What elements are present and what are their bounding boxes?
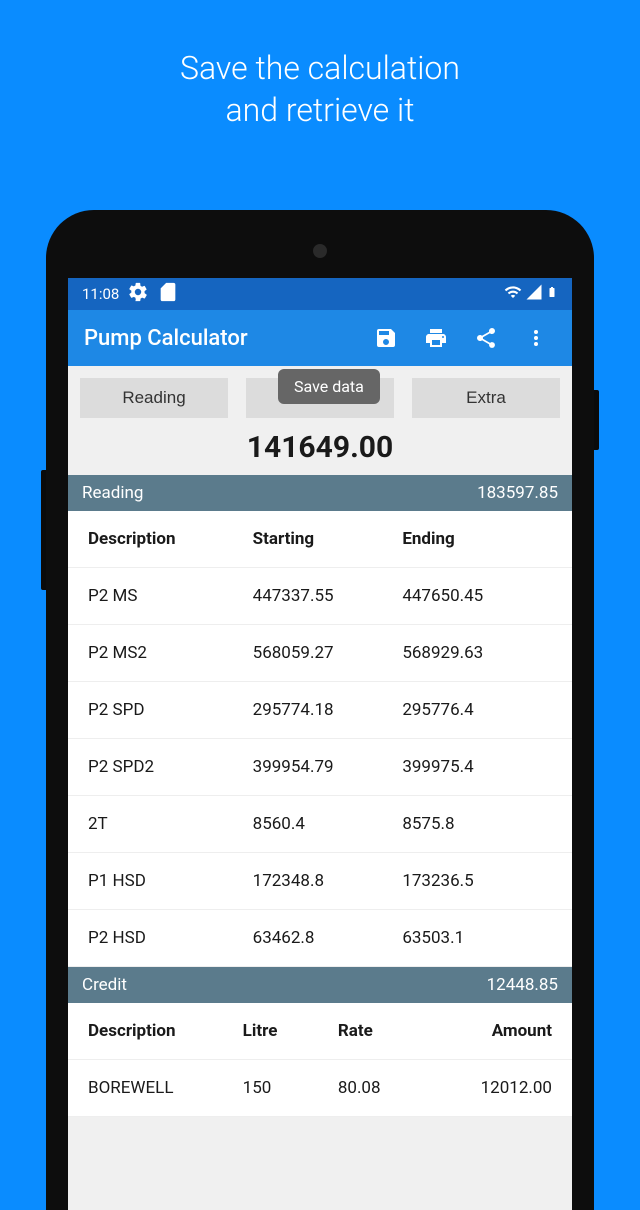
phone-frame: 11:08 Pump Calcul — [46, 210, 594, 1210]
tab-reading[interactable]: Reading — [80, 378, 228, 418]
app-bar: Pump Calculator — [68, 310, 572, 366]
cell-desc: 2T — [88, 814, 253, 834]
table-row[interactable]: 2T8560.48575.8 — [68, 796, 572, 853]
sd-card-icon — [157, 281, 179, 307]
cell-end: 295776.4 — [402, 700, 552, 720]
cell-start: 295774.18 — [253, 700, 403, 720]
table-row[interactable]: P2 SPD2399954.79399975.4 — [68, 739, 572, 796]
cell-start: 447337.55 — [253, 586, 403, 606]
cell-start: 8560.4 — [253, 814, 403, 834]
battery-icon — [546, 283, 558, 305]
wifi-icon — [504, 283, 522, 305]
col-credit-amount: Amount — [433, 1021, 552, 1041]
promo-line-2: and retrieve it — [0, 90, 640, 132]
section-total-credit: 12448.85 — [487, 975, 558, 995]
col-credit-litre: Litre — [243, 1021, 338, 1041]
save-icon[interactable] — [366, 318, 406, 358]
cell-end: 8575.8 — [402, 814, 552, 834]
col-credit-desc: Description — [88, 1021, 243, 1041]
table-row[interactable]: P1 HSD172348.8173236.5 — [68, 853, 572, 910]
reading-rows-container: P2 MS447337.55447650.45P2 MS2568059.2756… — [68, 568, 572, 967]
table-row[interactable]: P2 SPD295774.18295776.4 — [68, 682, 572, 739]
more-icon[interactable] — [516, 318, 556, 358]
status-time: 11:08 — [82, 285, 119, 303]
save-tooltip: Save data — [278, 369, 380, 404]
cell-end: 568929.63 — [402, 643, 552, 663]
table-row[interactable]: P2 MS447337.55447650.45 — [68, 568, 572, 625]
tabs-row: Reading Credit Extra Save data — [68, 366, 572, 426]
table-row[interactable]: P2 HSD63462.863503.1 — [68, 910, 572, 967]
table-row[interactable]: P2 MS2568059.27568929.63 — [68, 625, 572, 682]
print-icon[interactable] — [416, 318, 456, 358]
share-icon[interactable] — [466, 318, 506, 358]
cell-end: 447650.45 — [402, 586, 552, 606]
col-credit-rate: Rate — [338, 1021, 433, 1041]
phone-side-button-right — [594, 390, 599, 450]
section-header-reading: Reading 183597.85 — [68, 475, 572, 511]
credit-table-header: Description Litre Rate Amount — [68, 1003, 572, 1060]
phone-side-button-left — [41, 470, 46, 590]
cell-end: 173236.5 — [402, 871, 552, 891]
cell-desc: P2 SPD — [88, 700, 253, 720]
cell-credit-amount: 12012.00 — [433, 1078, 552, 1098]
section-title-credit: Credit — [82, 975, 127, 995]
cell-end: 399975.4 — [402, 757, 552, 777]
credit-rows-container: BOREWELL15080.0812012.00 — [68, 1060, 572, 1117]
section-header-credit: Credit 12448.85 — [68, 967, 572, 1003]
cell-start: 399954.79 — [253, 757, 403, 777]
cell-desc: P2 SPD2 — [88, 757, 253, 777]
cell-credit-desc: BOREWELL — [88, 1078, 243, 1098]
signal-icon — [525, 283, 543, 305]
cell-desc: P1 HSD — [88, 871, 253, 891]
promo-line-1: Save the calculation — [0, 48, 640, 90]
col-end: Ending — [402, 529, 552, 549]
cell-start: 568059.27 — [253, 643, 403, 663]
cell-start: 172348.8 — [253, 871, 403, 891]
cell-credit-litre: 150 — [243, 1078, 338, 1098]
status-bar: 11:08 — [68, 278, 572, 310]
section-total-reading: 183597.85 — [477, 483, 558, 503]
col-start: Starting — [253, 529, 403, 549]
cell-end: 63503.1 — [402, 928, 552, 948]
promo-heading: Save the calculation and retrieve it — [0, 0, 640, 131]
cell-credit-rate: 80.08 — [338, 1078, 433, 1098]
col-desc: Description — [88, 529, 253, 549]
app-screen: 11:08 Pump Calcul — [68, 278, 572, 1210]
gear-icon — [127, 281, 149, 307]
app-title: Pump Calculator — [84, 326, 356, 351]
cell-desc: P2 HSD — [88, 928, 253, 948]
tab-extra[interactable]: Extra — [412, 378, 560, 418]
reading-table-header: Description Starting Ending — [68, 511, 572, 568]
cell-desc: P2 MS — [88, 586, 253, 606]
cell-desc: P2 MS2 — [88, 643, 253, 663]
table-row[interactable]: BOREWELL15080.0812012.00 — [68, 1060, 572, 1117]
cell-start: 63462.8 — [253, 928, 403, 948]
section-title-reading: Reading — [82, 483, 143, 503]
total-amount: 141649.00 — [68, 426, 572, 475]
